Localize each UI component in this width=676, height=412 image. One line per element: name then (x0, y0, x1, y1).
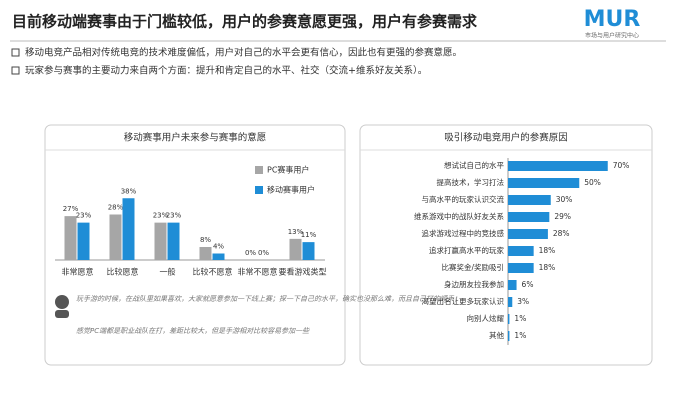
panel (44, 124, 346, 366)
x-tick-label: 非常愿意 (62, 267, 94, 277)
logo-subtitle: 市场与用户研究中心 (585, 32, 639, 40)
value-label: 28% (108, 204, 124, 212)
value-label: 18% (539, 263, 556, 272)
bar (508, 229, 548, 239)
bar (302, 242, 315, 260)
logo: MUR (584, 7, 641, 32)
chart-title: 吸引移动电竞用户的参赛原因 (444, 132, 568, 144)
bar (167, 222, 180, 260)
value-label: 13% (288, 228, 304, 236)
bar (508, 246, 534, 256)
value-label: 29% (554, 212, 571, 221)
value-label: 23% (153, 212, 169, 220)
quote: 感觉PC端都是职业战队在打，差距比较大，但是手游相对比较容易参加一些 (76, 327, 310, 335)
bar (508, 161, 608, 171)
bar (212, 253, 225, 260)
y-tick-label: 提高技术，学习打法 (437, 177, 505, 187)
x-tick-label: 要看游戏类型 (279, 267, 327, 277)
y-tick-label: 其他 (489, 330, 504, 340)
value-label: 28% (553, 229, 570, 238)
bar (289, 238, 302, 260)
value-label: 0% (258, 249, 269, 257)
value-label: 18% (539, 246, 556, 255)
bar (508, 195, 551, 205)
y-tick-label: 身边朋友拉我参加 (444, 279, 504, 289)
value-label: 70% (613, 161, 630, 170)
value-label: 4% (213, 243, 224, 251)
bar (508, 212, 550, 222)
quote-icon (55, 295, 69, 309)
x-tick-label: 比较愿意 (107, 267, 139, 277)
y-tick-label: 渴望出名让更多玩家认识 (422, 296, 505, 306)
legend-swatch (255, 166, 263, 174)
legend-label: 移动赛事用户 (267, 185, 315, 195)
bar (508, 297, 513, 307)
panel (359, 124, 653, 366)
bullet: 移动电竞产品相对传统电竞的技术难度偏低，用户对自己的水平会更有信心，因此也有更强… (25, 47, 462, 59)
x-tick-label: 非常不愿意 (238, 267, 278, 277)
value-label: 23% (166, 212, 182, 220)
x-tick-label: 比较不愿意 (193, 267, 233, 277)
value-label: 8% (200, 236, 211, 244)
value-label: 6% (522, 280, 534, 289)
bar (109, 214, 122, 260)
x-tick-label: 一般 (160, 267, 176, 277)
value-label: 0% (245, 249, 256, 257)
y-tick-label: 想试试自己的水平 (444, 160, 504, 170)
y-tick-label: 追求游戏过程中的竞技感 (422, 228, 505, 238)
bar (508, 331, 510, 341)
legend-swatch (255, 186, 263, 194)
bar (122, 198, 135, 260)
value-label: 1% (514, 314, 526, 323)
bullet-box (11, 48, 20, 57)
y-tick-label: 与高水平的玩家认识交流 (422, 194, 505, 204)
bar (64, 216, 77, 260)
bar (508, 263, 534, 273)
bullet-box (11, 66, 20, 75)
y-tick-label: 追求打赢高水平的玩家 (429, 245, 504, 255)
slide-title: 目前移动端赛事由于门槛较低，用户的参赛意愿更强，用户有参赛需求 (12, 13, 478, 31)
value-label: 50% (584, 178, 601, 187)
value-label: 1% (514, 331, 526, 340)
legend-label: PC赛事用户 (267, 165, 309, 175)
quote-icon (55, 310, 69, 318)
bar (508, 178, 580, 188)
bullet: 玩家参与赛事的主要动力来自两个方面：提升和肯定自己的水平、社交（交流+维系好友关… (25, 65, 427, 77)
bar (508, 280, 517, 290)
value-label: 23% (76, 212, 92, 220)
value-label: 11% (301, 231, 317, 239)
y-tick-label: 向别人炫耀 (467, 313, 505, 323)
chart-title: 移动赛事用户未来参与赛事的意愿 (124, 132, 267, 144)
value-label: 3% (517, 297, 529, 306)
y-tick-label: 比赛奖金/奖励吸引 (441, 262, 504, 272)
y-tick-label: 维系游戏中的战队好友关系 (414, 211, 504, 221)
quote: 玩手游的时候，在战队里如果喜欢，大家就愿意参加一下线上赛；探一下自己的水平，确实… (76, 295, 461, 303)
value-label: 27% (63, 205, 79, 213)
bar (77, 222, 90, 260)
value-label: 38% (121, 187, 137, 195)
value-label: 30% (556, 195, 573, 204)
bar (508, 314, 510, 324)
bar (199, 247, 212, 260)
bar (154, 222, 167, 260)
